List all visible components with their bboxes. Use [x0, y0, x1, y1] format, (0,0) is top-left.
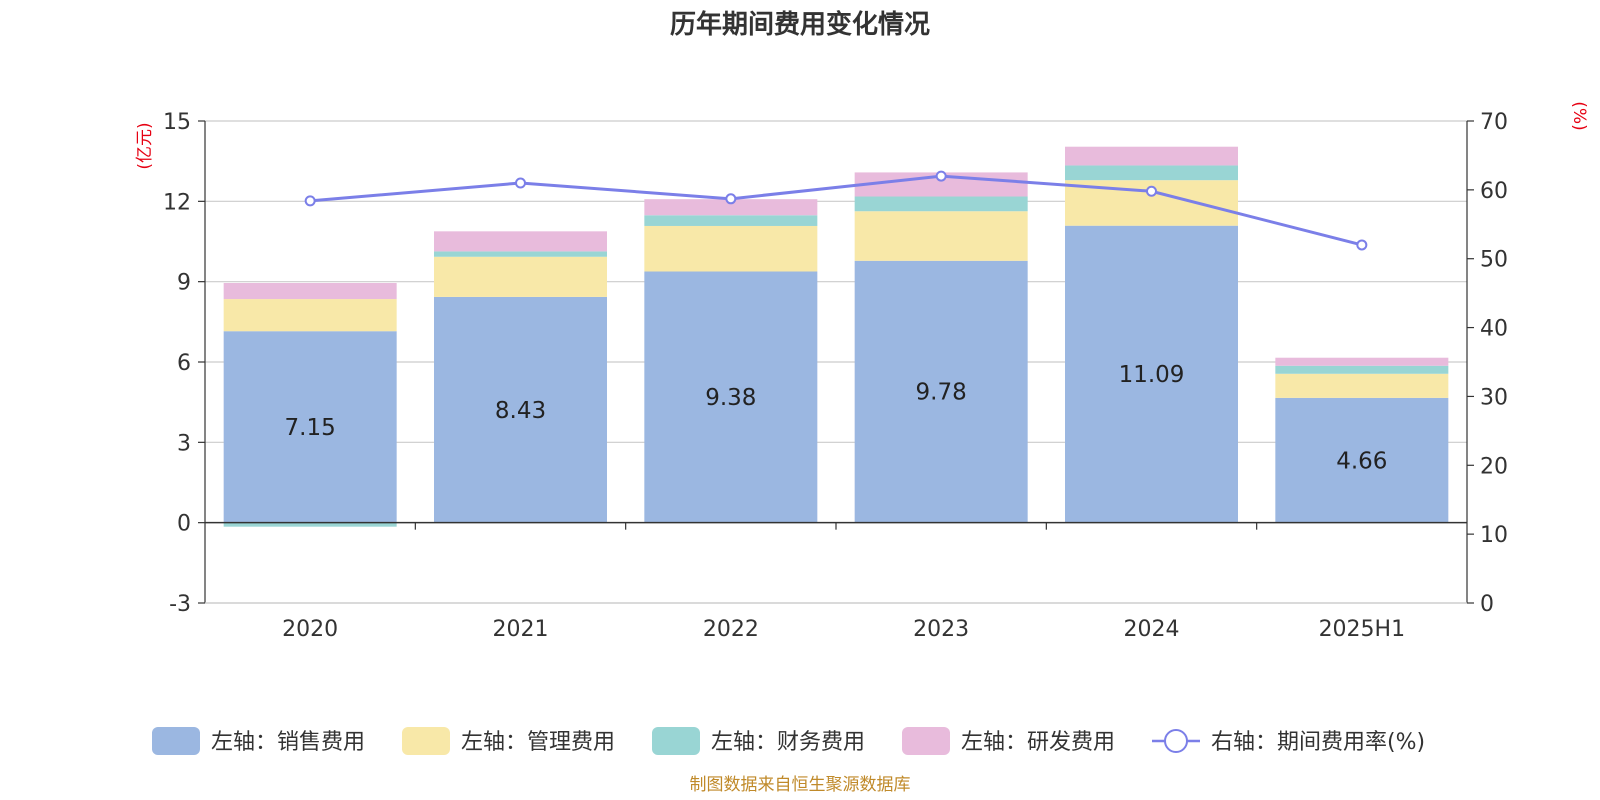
- x-tick-label: 2025H1: [1319, 617, 1406, 642]
- bar-segment: [223, 299, 397, 332]
- bar-segment: [644, 225, 818, 272]
- x-tick-label: 2022: [703, 617, 759, 642]
- right-tick-label: 10: [1480, 523, 1508, 548]
- legend-swatch: [152, 727, 200, 755]
- right-tick-label: 20: [1480, 454, 1508, 479]
- right-tick-label: 30: [1480, 385, 1508, 410]
- legend-label: 左轴：财务费用: [711, 730, 865, 755]
- left-tick-label: 12: [163, 190, 191, 215]
- bar-segment: [223, 522, 397, 527]
- expense-rate-line: [310, 174, 1363, 247]
- left-axis-unit: (亿元): [135, 122, 155, 169]
- chart-title: 历年期间费用变化情况: [670, 9, 930, 40]
- x-tick-label: 2024: [1124, 617, 1180, 642]
- expense-rate-point: [1356, 239, 1368, 251]
- x-tick-label: 2023: [913, 617, 969, 642]
- bar-segment: [434, 256, 607, 297]
- bar-segment: [1065, 165, 1238, 181]
- labels-layer: 7.15 8.43 9.38 9.78 11.09 4.66: [285, 362, 1388, 474]
- bar-segment: [434, 231, 607, 252]
- bar-segment: [434, 251, 607, 257]
- left-tick-label: 3: [177, 431, 191, 456]
- expense-rate-point: [1146, 185, 1157, 197]
- bar-segment: [1065, 146, 1238, 166]
- right-tick-label: 40: [1480, 317, 1508, 342]
- expense-rate-point: [725, 193, 737, 205]
- right-tick-label: 0: [1480, 592, 1494, 617]
- bar-segment: [1275, 357, 1449, 366]
- bar-segment: [644, 271, 818, 523]
- bar-data-label: 9.78: [916, 380, 967, 406]
- legend-marker: [1164, 729, 1188, 753]
- bar-segment: [1275, 365, 1449, 374]
- bar-data-label: 7.15: [285, 415, 336, 441]
- source-note: 制图数据来自恒生聚源数据库: [690, 775, 911, 795]
- expense-rate-point: [304, 195, 316, 207]
- bar-segment: [1275, 373, 1449, 398]
- legend-swatch: [652, 727, 700, 755]
- line-layer: [304, 170, 1368, 251]
- legend-swatch: [402, 727, 450, 755]
- right-tick-label: 60: [1480, 179, 1508, 204]
- left-tick-label: 6: [177, 351, 191, 376]
- bar-segment: [854, 260, 1028, 523]
- legend-label: 左轴：销售费用: [211, 730, 365, 755]
- legend-label: 左轴：研发费用: [961, 730, 1115, 755]
- bar-segment: [644, 215, 818, 226]
- x-tick-label: 2020: [282, 617, 338, 642]
- left-tick-label: -3: [169, 592, 191, 617]
- bar-segment: [1065, 225, 1238, 523]
- bar-data-label: 8.43: [495, 398, 546, 424]
- bar-data-label: 9.38: [705, 385, 756, 411]
- bar-data-label: 11.09: [1119, 362, 1185, 388]
- x-tick-label: 2021: [493, 617, 549, 642]
- legend-label: 右轴：期间费用率(%): [1211, 730, 1425, 755]
- bar-segment: [223, 331, 397, 523]
- legend-label: 左轴：管理费用: [461, 730, 615, 755]
- bar-segment: [854, 211, 1028, 261]
- bar-segment: [854, 196, 1028, 212]
- legend-swatch: [902, 727, 950, 755]
- left-tick-label: 15: [163, 110, 191, 135]
- bar-segment: [223, 283, 397, 300]
- bar-data-label: 4.66: [1336, 448, 1387, 474]
- expense-rate-point: [935, 170, 947, 182]
- bar-segment: [1275, 397, 1449, 523]
- bar-segment: [434, 296, 607, 523]
- left-tick-label: 9: [177, 271, 191, 296]
- right-axis-unit: (%): [1569, 101, 1589, 130]
- right-tick-label: 70: [1480, 110, 1508, 135]
- right-tick-label: 50: [1480, 248, 1508, 273]
- expense-rate-point: [515, 177, 526, 189]
- bar-segment: [644, 199, 818, 216]
- left-tick-label: 0: [177, 512, 191, 537]
- legend: 左轴：销售费用 左轴：管理费用 左轴：财务费用 左轴：研发费用 右轴：期间费用率(%): [152, 727, 1425, 755]
- bars-layer: [223, 146, 1449, 527]
